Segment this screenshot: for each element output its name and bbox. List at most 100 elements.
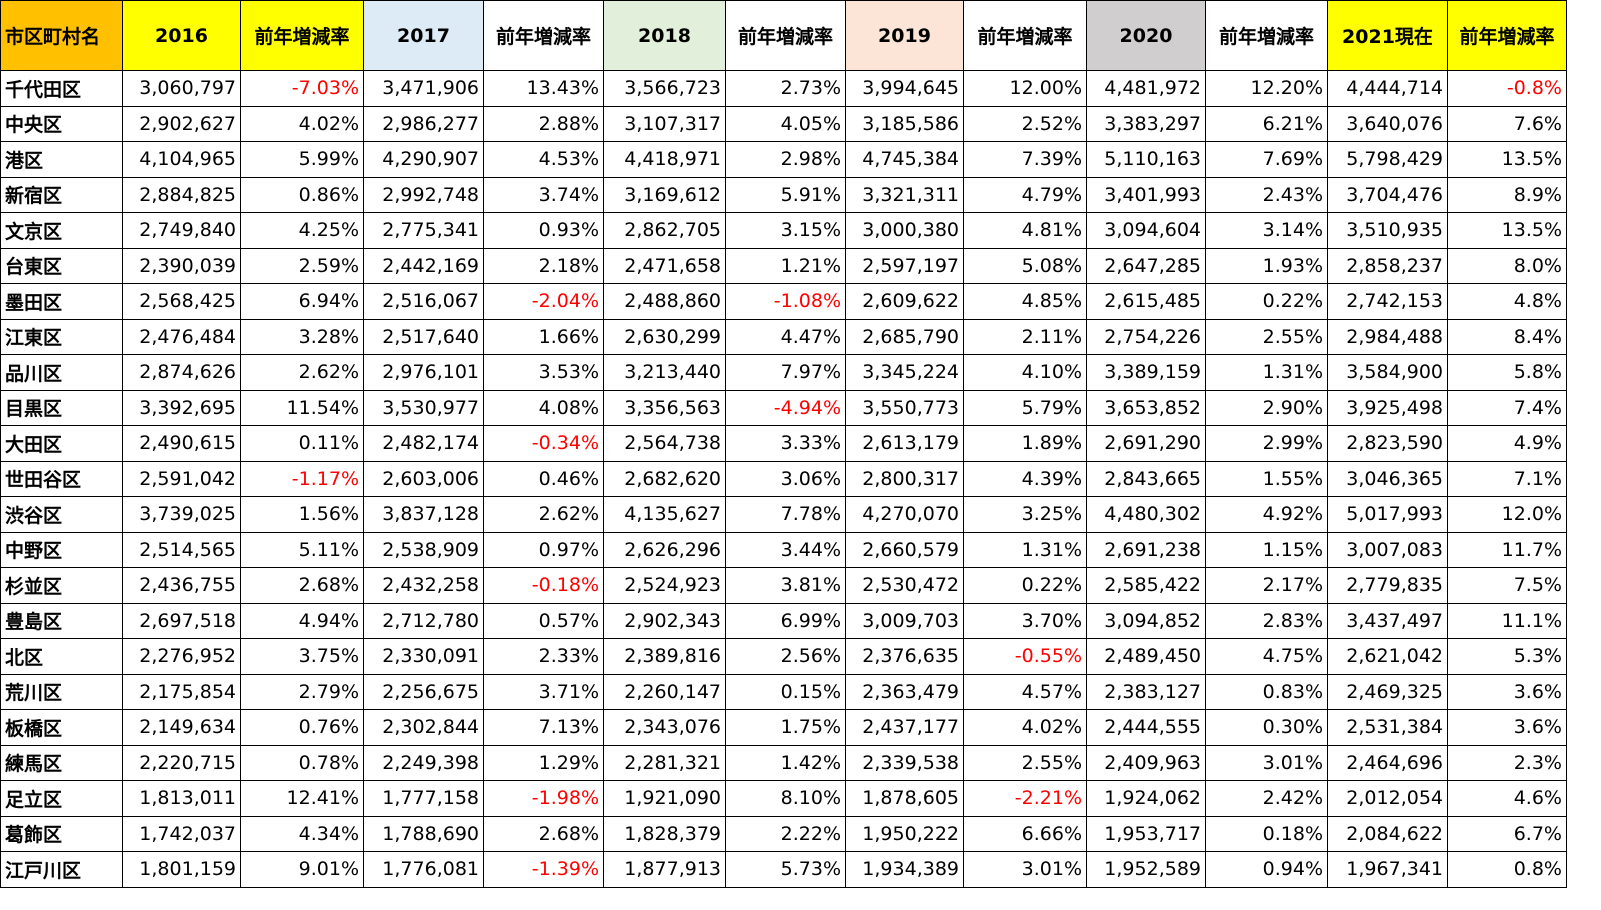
data-cell: 3,009,703: [845, 602, 964, 639]
data-cell: 8.4%: [1447, 318, 1567, 355]
data-cell: 5.8%: [1447, 354, 1567, 391]
data-cell: 3,994,645: [845, 70, 964, 107]
data-cell: 5.3%: [1447, 638, 1567, 675]
data-cell: 3,653,852: [1086, 389, 1206, 426]
data-cell: 3,356,563: [603, 389, 726, 426]
data-cell: 0.57%: [483, 602, 604, 639]
data-cell: 2,514,565: [122, 531, 241, 568]
population-table: 市区町村名 2016 前年増減率 2017 前年増減率 2018 前年増減率 2019 前年増減…: [0, 0, 1567, 888]
data-cell: -1.39%: [483, 851, 604, 888]
ward-name: 文京区: [0, 212, 123, 249]
data-cell: 2,660,579: [845, 531, 964, 568]
data-cell: 2,524,923: [603, 567, 726, 604]
data-cell: 13.43%: [483, 70, 604, 107]
data-cell: 2,823,590: [1327, 425, 1448, 462]
table-row: 練馬区 2,220,715 0.78% 2,249,398 1.29% 2,281,321…: [0, 744, 1567, 781]
data-cell: 2.83%: [1205, 602, 1328, 639]
header-cell: 前年増減率: [240, 0, 364, 71]
data-cell: 4.05%: [725, 105, 846, 142]
data-cell: 2,220,715: [122, 744, 241, 781]
data-cell: 2,469,325: [1327, 673, 1448, 710]
ward-name: 江東区: [0, 318, 123, 355]
data-cell: 0.18%: [1205, 815, 1328, 852]
data-cell: 2,444,555: [1086, 709, 1206, 746]
data-cell: 2,874,626: [122, 354, 241, 391]
header-cell: 2018: [603, 0, 726, 71]
data-cell: 3,007,083: [1327, 531, 1448, 568]
data-cell: 2.52%: [963, 105, 1087, 142]
data-cell: 1,776,081: [363, 851, 484, 888]
data-cell: 3,704,476: [1327, 176, 1448, 213]
table-body: 千代田区 3,060,797 -7.03% 3,471,906 13.43% 3,566,…: [0, 70, 1567, 888]
data-cell: 3,530,977: [363, 389, 484, 426]
data-cell: 13.5%: [1447, 141, 1567, 178]
data-cell: 2,568,425: [122, 283, 241, 320]
data-cell: 12.20%: [1205, 70, 1328, 107]
data-cell: 5,798,429: [1327, 141, 1448, 178]
data-cell: 2.59%: [240, 247, 364, 284]
data-cell: 2,389,816: [603, 638, 726, 675]
data-cell: 2,376,635: [845, 638, 964, 675]
table-row: 品川区 2,874,626 2.62% 2,976,101 3.53% 3,213,440…: [0, 354, 1567, 391]
data-cell: 3,321,311: [845, 176, 964, 213]
data-cell: 3.28%: [240, 318, 364, 355]
data-cell: 4.81%: [963, 212, 1087, 249]
data-cell: 2,256,675: [363, 673, 484, 710]
data-cell: 8.10%: [725, 780, 846, 817]
data-cell: 2,464,696: [1327, 744, 1448, 781]
data-cell: 3,550,773: [845, 389, 964, 426]
data-cell: 2,992,748: [363, 176, 484, 213]
data-cell: 13.5%: [1447, 212, 1567, 249]
data-cell: 3.14%: [1205, 212, 1328, 249]
data-cell: 5.99%: [240, 141, 364, 178]
data-cell: 12.41%: [240, 780, 364, 817]
data-cell: 2,647,285: [1086, 247, 1206, 284]
ward-name: 港区: [0, 141, 123, 178]
data-cell: 2.17%: [1205, 567, 1328, 604]
data-cell: -0.8%: [1447, 70, 1567, 107]
ward-name: 杉並区: [0, 567, 123, 604]
data-cell: 2,442,169: [363, 247, 484, 284]
ward-name: 品川区: [0, 354, 123, 391]
data-cell: 1,801,159: [122, 851, 241, 888]
table-row: 台東区 2,390,039 2.59% 2,442,169 2.18% 2,471,658…: [0, 247, 1567, 284]
data-cell: 2,409,963: [1086, 744, 1206, 781]
data-cell: 2,437,177: [845, 709, 964, 746]
table-row: 荒川区 2,175,854 2.79% 2,256,675 3.71% 2,260,147…: [0, 673, 1567, 710]
data-cell: 3,584,900: [1327, 354, 1448, 391]
table-row: 墨田区 2,568,425 6.94% 2,516,067 -2.04% 2,488,86…: [0, 283, 1567, 320]
table-row: 杉並区 2,436,755 2.68% 2,432,258 -0.18% 2,524,92…: [0, 567, 1567, 604]
data-cell: 2,775,341: [363, 212, 484, 249]
data-cell: 2.42%: [1205, 780, 1328, 817]
ward-name: 荒川区: [0, 673, 123, 710]
table-row: 中央区 2,902,627 4.02% 2,986,277 2.88% 3,107,317…: [0, 105, 1567, 142]
data-cell: 7.5%: [1447, 567, 1567, 604]
data-cell: 4.92%: [1205, 496, 1328, 533]
data-cell: 2,249,398: [363, 744, 484, 781]
data-cell: 4.94%: [240, 602, 364, 639]
data-cell: 9.01%: [240, 851, 364, 888]
data-cell: 3.01%: [1205, 744, 1328, 781]
data-cell: 3,094,604: [1086, 212, 1206, 249]
data-cell: 12.0%: [1447, 496, 1567, 533]
data-cell: 2,260,147: [603, 673, 726, 710]
data-cell: 3,437,497: [1327, 602, 1448, 639]
data-cell: 1.21%: [725, 247, 846, 284]
data-cell: 1,878,605: [845, 780, 964, 817]
header-cell: 2019: [845, 0, 964, 71]
data-cell: 12.00%: [963, 70, 1087, 107]
data-cell: 2.55%: [1205, 318, 1328, 355]
data-cell: 1,877,913: [603, 851, 726, 888]
data-cell: 4.8%: [1447, 283, 1567, 320]
data-cell: 2,471,658: [603, 247, 726, 284]
data-cell: 1,777,158: [363, 780, 484, 817]
data-cell: 7.1%: [1447, 460, 1567, 497]
data-cell: 1.31%: [963, 531, 1087, 568]
data-cell: 3.75%: [240, 638, 364, 675]
table-row: 豊島区 2,697,518 4.94% 2,712,780 0.57% 2,902,343…: [0, 602, 1567, 639]
data-cell: 3.6%: [1447, 673, 1567, 710]
header-cell: 前年増減率: [1447, 0, 1567, 71]
data-cell: 2,626,296: [603, 531, 726, 568]
data-cell: 6.21%: [1205, 105, 1328, 142]
